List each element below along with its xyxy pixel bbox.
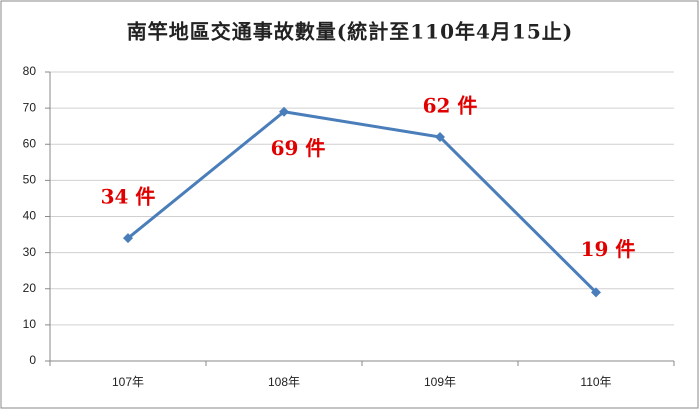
y-tick-label: 80 <box>23 64 37 78</box>
y-tick-label: 70 <box>23 100 37 114</box>
marker <box>279 106 289 117</box>
x-tick-label: 107年 <box>112 375 144 389</box>
y-tick-label: 30 <box>23 245 37 259</box>
y-tick-label: 10 <box>23 317 37 331</box>
y-tick-label: 0 <box>29 353 36 367</box>
y-tick-label: 40 <box>23 209 37 223</box>
y-tick-label: 50 <box>23 173 37 187</box>
x-tick-label: 108年 <box>268 375 300 389</box>
x-tick-label: 109年 <box>424 375 456 389</box>
value-label: 19 件 <box>581 237 636 261</box>
chart-title: 南竿地區交通事故數量(統計至110年4月15止) <box>127 20 573 44</box>
marker <box>435 132 445 143</box>
y-tick-label: 20 <box>23 281 37 295</box>
value-label: 69 件 <box>271 136 326 160</box>
marker <box>591 287 601 298</box>
x-tick-label: 110年 <box>580 375 611 389</box>
value-label: 62 件 <box>423 94 478 118</box>
y-tick-label: 60 <box>23 136 37 150</box>
line <box>127 110 598 294</box>
value-label: 34 件 <box>101 185 156 209</box>
marker <box>123 233 133 244</box>
